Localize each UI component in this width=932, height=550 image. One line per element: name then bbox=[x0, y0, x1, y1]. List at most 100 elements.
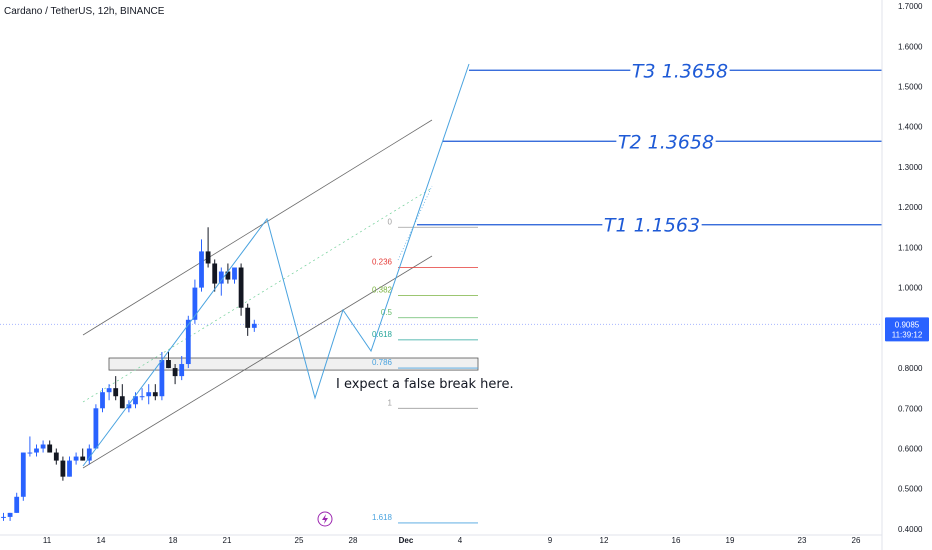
candle-body bbox=[245, 307, 251, 328]
candle-body bbox=[232, 267, 237, 280]
y-tick-label: 1.3000 bbox=[898, 163, 923, 172]
y-tick-label: 1.6000 bbox=[898, 42, 923, 51]
annotation-text: I expect a false break here. bbox=[336, 377, 514, 392]
fib-label: 0.382 bbox=[372, 286, 393, 295]
x-tick-label: 28 bbox=[349, 536, 358, 545]
y-tick-label: 1.2000 bbox=[898, 203, 923, 212]
last-price-text: 0.9085 bbox=[895, 320, 920, 329]
candle-body bbox=[14, 496, 20, 513]
candle-body bbox=[205, 251, 211, 264]
fib-label: 0.5 bbox=[381, 308, 393, 317]
x-tick-label: 11 bbox=[43, 536, 52, 545]
candle-body bbox=[225, 271, 231, 280]
x-tick-label: 25 bbox=[295, 536, 304, 545]
countdown-text: 11:39:12 bbox=[892, 330, 923, 339]
candles bbox=[1, 227, 257, 521]
candle-body bbox=[106, 388, 112, 393]
candle-body bbox=[20, 452, 26, 497]
candle-body bbox=[179, 364, 185, 377]
candle-body bbox=[152, 392, 158, 397]
x-tick-label: 16 bbox=[672, 536, 681, 545]
fib-label: 0.236 bbox=[372, 258, 393, 267]
target-label-bg bbox=[616, 128, 716, 153]
candle-body bbox=[192, 287, 198, 320]
candle-body bbox=[238, 267, 244, 308]
y-tick-label: 1.1000 bbox=[898, 243, 923, 252]
x-tick-label: 26 bbox=[852, 536, 861, 545]
x-tick-label: 21 bbox=[223, 536, 232, 545]
target-label-bg bbox=[602, 211, 702, 236]
candle-body bbox=[100, 392, 105, 409]
target-label: T3 1.3658 bbox=[632, 60, 728, 82]
candle-body bbox=[185, 319, 191, 365]
candle-body bbox=[119, 396, 125, 409]
price-axis-bg bbox=[882, 0, 932, 550]
target-label: T2 1.3658 bbox=[618, 131, 714, 153]
x-tick-label: 4 bbox=[458, 536, 463, 545]
fib-levels: 0 0.236 0.382 0.5 0.618 0.786 1 1.618 bbox=[372, 217, 478, 524]
x-tick-label: 18 bbox=[169, 536, 178, 545]
x-tick-label: 9 bbox=[548, 536, 553, 545]
candle-body bbox=[146, 392, 152, 397]
candle-body bbox=[139, 396, 145, 398]
channel-lower-line[interactable] bbox=[82, 255, 433, 469]
candle-body bbox=[40, 444, 46, 449]
projection-zigzag[interactable] bbox=[82, 63, 470, 467]
support-zone bbox=[108, 357, 479, 371]
event-marker bbox=[317, 511, 333, 527]
x-tick-label: 23 bbox=[798, 536, 807, 545]
chart-title: Cardano / TetherUS, 12h, BINANCE bbox=[4, 6, 165, 17]
candle-body bbox=[67, 460, 72, 477]
candle-body bbox=[212, 263, 218, 284]
y-tick-label: 0.5000 bbox=[898, 485, 923, 494]
y-tick-label: 0.7000 bbox=[898, 404, 923, 413]
target-label-bg bbox=[630, 57, 730, 82]
fib-label: 1.618 bbox=[372, 513, 393, 522]
support-zone-box[interactable] bbox=[108, 357, 479, 371]
fib-label: 0.618 bbox=[372, 330, 393, 339]
candle-body bbox=[1, 516, 6, 518]
fib-label: 1 bbox=[388, 398, 393, 407]
x-tick-label: Dec bbox=[399, 536, 414, 545]
lightning-glyph bbox=[322, 514, 328, 524]
candle-body bbox=[73, 456, 79, 461]
price-axis: 1.7000 1.6000 1.5000 1.4000 1.3000 1.2000 1.10… bbox=[881, 0, 932, 550]
candle-body bbox=[86, 448, 92, 461]
candle-body bbox=[34, 448, 39, 453]
y-tick-label: 0.6000 bbox=[898, 445, 923, 454]
x-tick-label: 12 bbox=[600, 536, 609, 545]
y-tick-label: 1.7000 bbox=[898, 2, 923, 11]
fib-label: 0 bbox=[388, 217, 393, 226]
target-label: T1 1.1563 bbox=[604, 215, 700, 237]
projection-path bbox=[82, 63, 470, 467]
y-tick-label: 1.4000 bbox=[898, 123, 923, 132]
channel-lines bbox=[82, 119, 433, 469]
candle-body bbox=[80, 456, 86, 461]
x-tick-label: 19 bbox=[726, 536, 735, 545]
y-tick-label: 1.0000 bbox=[898, 284, 923, 293]
annotation: I expect a false break here. bbox=[336, 377, 514, 392]
candle-body bbox=[199, 251, 204, 288]
channel-mid-line bbox=[82, 187, 433, 403]
y-tick-label: 0.8000 bbox=[898, 364, 923, 373]
candle-body bbox=[47, 444, 53, 453]
candle-body bbox=[218, 271, 224, 284]
candle-body bbox=[7, 512, 13, 517]
last-price-tag bbox=[885, 317, 929, 342]
time-axis: 11 14 18 21 25 28 Dec 4 9 12 16 19 23 26 bbox=[0, 534, 882, 545]
candle-body bbox=[166, 360, 171, 369]
x-tick-label: 14 bbox=[97, 536, 106, 545]
candle-body bbox=[126, 404, 132, 409]
candle-body bbox=[93, 408, 99, 449]
candle-body bbox=[133, 396, 138, 405]
target-lines: T3 1.36581.5403T2 1.36581.3638T1 1.15631… bbox=[417, 57, 922, 237]
fib-label: 0.786 bbox=[372, 358, 393, 367]
candle-body bbox=[60, 460, 66, 477]
channel-upper-line[interactable] bbox=[82, 119, 433, 336]
candle-body bbox=[27, 452, 33, 454]
candle-body bbox=[251, 323, 257, 328]
candle-body bbox=[172, 368, 178, 377]
y-tick-label: 1.5000 bbox=[898, 82, 923, 91]
candle-body bbox=[113, 388, 119, 397]
